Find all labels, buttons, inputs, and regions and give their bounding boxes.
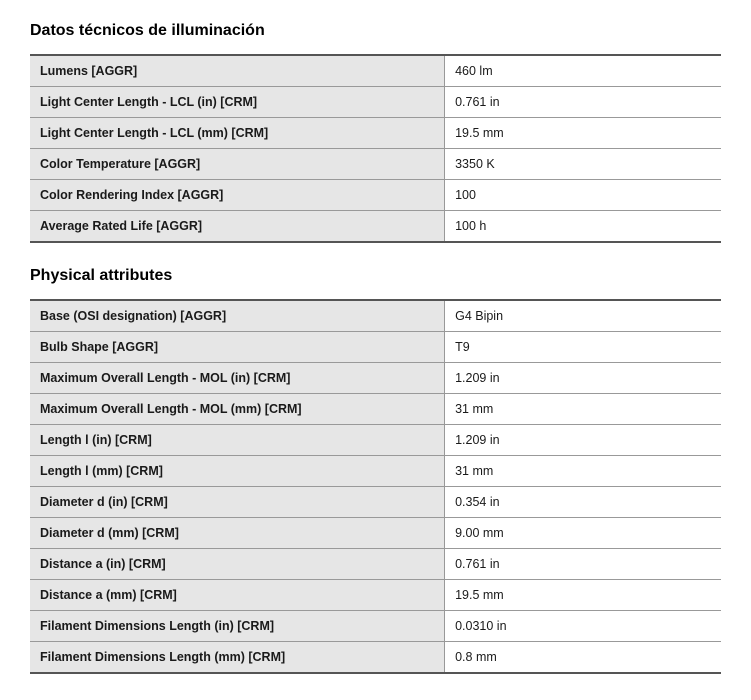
spec-value: 19.5 mm [445, 580, 721, 611]
spec-label: Light Center Length - LCL (mm) [CRM] [30, 118, 445, 149]
table-row: Maximum Overall Length - MOL (mm) [CRM] … [30, 394, 721, 425]
table-row: Length l (in) [CRM] 1.209 in [30, 425, 721, 456]
table-row: Maximum Overall Length - MOL (in) [CRM] … [30, 363, 721, 394]
spec-value: 1.209 in [445, 425, 721, 456]
spec-sheet: Datos técnicos de illuminación Lumens [A… [30, 22, 721, 674]
spec-value: 460 lm [445, 55, 721, 87]
table-row: Base (OSI designation) [AGGR] G4 Bipin [30, 300, 721, 332]
table-row: Color Rendering Index [AGGR] 100 [30, 180, 721, 211]
table-row: Filament Dimensions Length (mm) [CRM] 0.… [30, 642, 721, 674]
table-row: Length l (mm) [CRM] 31 mm [30, 456, 721, 487]
spec-label: Color Temperature [AGGR] [30, 149, 445, 180]
spec-value: 0.761 in [445, 87, 721, 118]
spec-value: 31 mm [445, 394, 721, 425]
spec-label: Average Rated Life [AGGR] [30, 211, 445, 243]
spec-label: Lumens [AGGR] [30, 55, 445, 87]
spec-value: 0.761 in [445, 549, 721, 580]
table-row: Color Temperature [AGGR] 3350 K [30, 149, 721, 180]
spec-label: Bulb Shape [AGGR] [30, 332, 445, 363]
spec-label: Distance a (in) [CRM] [30, 549, 445, 580]
spec-label: Filament Dimensions Length (mm) [CRM] [30, 642, 445, 674]
spec-label: Length l (in) [CRM] [30, 425, 445, 456]
lighting-specs-table: Lumens [AGGR] 460 lm Light Center Length… [30, 54, 721, 243]
spec-value: 1.209 in [445, 363, 721, 394]
spec-value: 31 mm [445, 456, 721, 487]
table-row: Distance a (in) [CRM] 0.761 in [30, 549, 721, 580]
spec-value: 0.0310 in [445, 611, 721, 642]
table-row: Distance a (mm) [CRM] 19.5 mm [30, 580, 721, 611]
spec-value: 100 h [445, 211, 721, 243]
spec-label: Maximum Overall Length - MOL (in) [CRM] [30, 363, 445, 394]
table-row: Diameter d (mm) [CRM] 9.00 mm [30, 518, 721, 549]
spec-label: Base (OSI designation) [AGGR] [30, 300, 445, 332]
spec-value: 19.5 mm [445, 118, 721, 149]
spec-label: Maximum Overall Length - MOL (mm) [CRM] [30, 394, 445, 425]
spec-value: 3350 K [445, 149, 721, 180]
table-row: Light Center Length - LCL (in) [CRM] 0.7… [30, 87, 721, 118]
table-row: Light Center Length - LCL (mm) [CRM] 19.… [30, 118, 721, 149]
table-row: Diameter d (in) [CRM] 0.354 in [30, 487, 721, 518]
table-row: Bulb Shape [AGGR] T9 [30, 332, 721, 363]
spec-label: Filament Dimensions Length (in) [CRM] [30, 611, 445, 642]
section-title-physical: Physical attributes [30, 267, 721, 285]
spec-value: 0.8 mm [445, 642, 721, 674]
spec-value: T9 [445, 332, 721, 363]
table-row: Lumens [AGGR] 460 lm [30, 55, 721, 87]
spec-label: Diameter d (in) [CRM] [30, 487, 445, 518]
table-row: Average Rated Life [AGGR] 100 h [30, 211, 721, 243]
spec-label: Color Rendering Index [AGGR] [30, 180, 445, 211]
spec-label: Length l (mm) [CRM] [30, 456, 445, 487]
spec-label: Distance a (mm) [CRM] [30, 580, 445, 611]
spec-value: G4 Bipin [445, 300, 721, 332]
table-row: Filament Dimensions Length (in) [CRM] 0.… [30, 611, 721, 642]
section-title-lighting: Datos técnicos de illuminación [30, 22, 721, 40]
physical-specs-table: Base (OSI designation) [AGGR] G4 Bipin B… [30, 299, 721, 674]
spec-value: 9.00 mm [445, 518, 721, 549]
spec-label: Diameter d (mm) [CRM] [30, 518, 445, 549]
spec-value: 100 [445, 180, 721, 211]
spec-value: 0.354 in [445, 487, 721, 518]
spec-label: Light Center Length - LCL (in) [CRM] [30, 87, 445, 118]
